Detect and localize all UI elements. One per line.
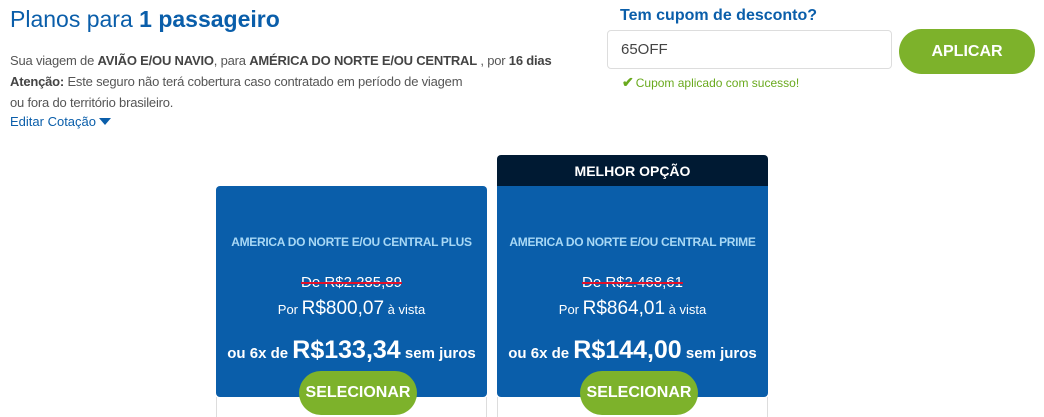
checkmark-icon: ✔ [622,74,634,90]
plan-name: AMERICA DO NORTE E/OU CENTRAL PLUS [231,235,472,249]
select-plan-plus-button[interactable]: SELECIONAR [299,371,417,415]
coupon-success: ✔ Cupom aplicado com sucesso! [622,74,800,90]
plan-name: AMERICA DO NORTE E/OU CENTRAL PRIME [509,235,756,249]
cash-price: Por R$864,01 à vista [558,298,707,319]
best-option-badge: MELHOR OPÇÃO [497,155,768,189]
page-title: Planos para 1 passageiro [10,6,280,32]
select-plan-prime-button[interactable]: SELECIONAR [580,371,698,415]
old-price: De R$2.468,61 [582,274,683,291]
installment-price: ou 6x de R$144,00 sem juros [508,336,757,364]
plan-card-prime: AMERICA DO NORTE E/OU CENTRAL PRIME De R… [497,186,768,397]
coupon-label: Tem cupom de desconto? [620,7,818,24]
coupon-input[interactable] [607,30,892,69]
old-price: De R$2.285,89 [301,274,402,291]
trip-info: Sua viagem de AVIÃO E/OU NAVIO, para AMÉ… [10,53,552,110]
plan-card-plus: AMERICA DO NORTE E/OU CENTRAL PLUS De R$… [216,186,487,397]
card-body-divider [497,397,768,417]
cash-price: Por R$800,07 à vista [277,298,426,319]
installment-price: ou 6x de R$133,34 sem juros [227,336,476,364]
card-body-divider [216,397,487,417]
caret-down-icon [99,118,111,125]
edit-quote-link[interactable]: Editar Cotação [10,114,111,129]
apply-coupon-button[interactable]: APLICAR [899,29,1035,74]
